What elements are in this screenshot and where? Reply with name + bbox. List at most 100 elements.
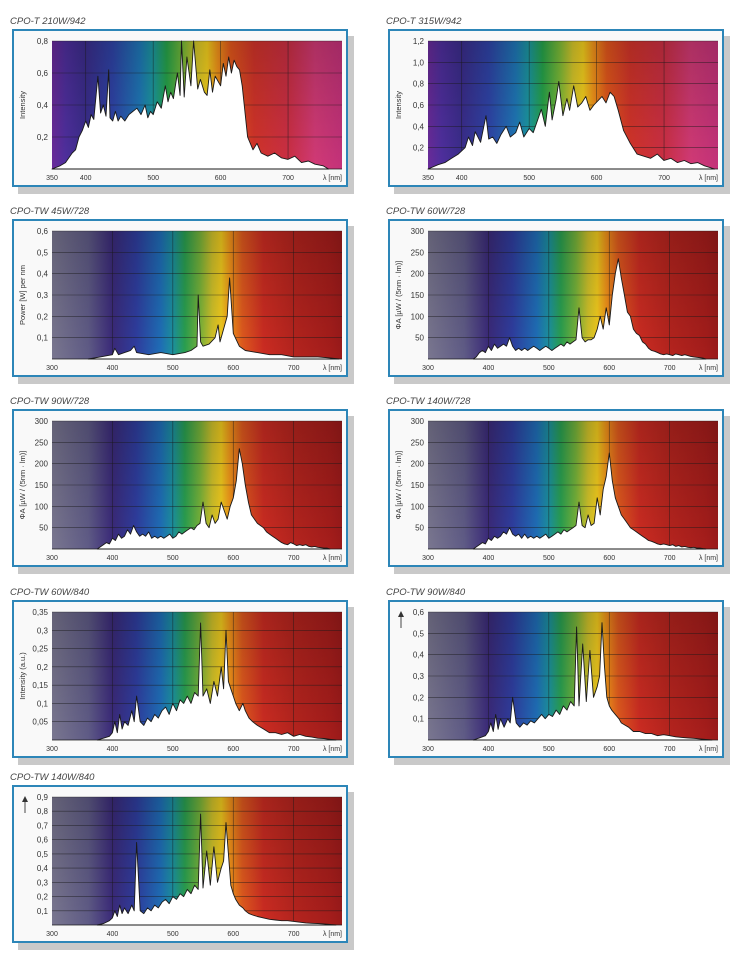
y-tick-label: 1,0 [413, 58, 425, 67]
x-tick-label: 700 [288, 555, 300, 562]
grid [428, 230, 718, 359]
chart-panel-cpo-tw-45w-728: CPO-TW 45W/728 0,1 0,2 0,3 0,4 0,5 0,6 300 400 5… [10, 206, 360, 381]
y-tick-label: 0,9 [37, 793, 49, 802]
y-tick-label: 200 [35, 460, 49, 469]
y-tick-label: 0,8 [37, 37, 49, 46]
y-axis-label: ΦA [µW / (5nm · lm)] [394, 451, 403, 520]
spectrum-chart: 0,1 0,2 0,3 0,4 0,5 0,6 300 400 500 600 700 λ [nm] [398, 608, 718, 753]
y-tick-label: 0,8 [37, 807, 49, 816]
x-tick-label: 500 [543, 555, 555, 562]
y-tick-label: 0,4 [413, 651, 425, 660]
y-tick-label: 0,2 [37, 312, 49, 321]
y-tick-label: 150 [411, 481, 425, 490]
grid [52, 420, 342, 549]
x-tick-label: 500 [167, 931, 179, 938]
x-tick-label: 600 [227, 931, 239, 938]
chart-panel-cpo-tw-60w-840: CPO-TW 60W/840 0,05 0,1 0,15 0,2 0,25 0,3 0,35… [10, 587, 360, 762]
x-axis-unit-label: λ [nm] [699, 365, 718, 372]
x-tick-label: 500 [147, 175, 159, 182]
chart-frame: 0,1 0,2 0,3 0,4 0,5 0,6 300 400 500 600 700 λ [nm] [388, 600, 724, 758]
spectrum-chart: 50 100 150 200 250 300 300 400 500 600 700 λ [nm] ΦA… [394, 227, 718, 372]
x-tick-label: 300 [422, 365, 434, 372]
chart-frame: 0,2 0,4 0,6 0,8 350 400 500 600 700 λ [nm] Intensi… [12, 29, 348, 187]
x-tick-label: 350 [46, 175, 58, 182]
y-tick-label: 0,6 [37, 836, 49, 845]
chart-frame: 50 100 150 200 250 300 300 400 500 600 700 λ [nm] ΦA… [388, 409, 724, 567]
y-axis-label: ΦA [µW / (5nm · lm)] [18, 451, 27, 520]
chart-panel-cpo-t-210w-942: CPO-T 210W/942 0,2 0,4 0,6 0,8 350 400 500 600 7… [10, 16, 360, 191]
y-tick-label: 250 [411, 248, 425, 257]
y-tick-label: 100 [411, 312, 425, 321]
y-tick-label: 0,2 [413, 693, 425, 702]
x-tick-label: 600 [227, 746, 239, 753]
y-tick-label: 0,1 [37, 699, 49, 708]
x-tick-label: 600 [227, 365, 239, 372]
y-tick-label: 0,5 [37, 248, 49, 257]
chart-caption: CPO-TW 60W/728 [386, 206, 466, 217]
x-tick-label: 700 [658, 175, 670, 182]
x-tick-label: 500 [167, 746, 179, 753]
chart-panel-cpo-tw-140w-840: CPO-TW 140W/840 0,1 0,2 0,3 0,4 0,5 0,6 0,7 0,8… [10, 772, 360, 947]
y-tick-label: 0,2 [37, 663, 49, 672]
y-tick-label: 100 [411, 502, 425, 511]
chart-caption: CPO-TW 90W/728 [10, 396, 90, 407]
y-tick-label: 0,2 [37, 133, 49, 142]
chart-panel-cpo-tw-140w-728: CPO-TW 140W/728 50 100 150 200 250 300 300 400 5… [386, 396, 736, 571]
y-tick-label: 0,1 [37, 907, 49, 916]
y-tick-label: 50 [415, 524, 424, 533]
y-tick-label: 0,6 [37, 69, 49, 78]
x-tick-label: 700 [288, 365, 300, 372]
spectrum-chart: 0,2 0,4 0,6 0,8 350 400 500 600 700 λ [nm] Intensi… [18, 37, 342, 182]
spectrum-series-area [96, 813, 337, 926]
x-tick-label: 500 [543, 365, 555, 372]
y-axis-label: ΦA [µW / (5nm · lm)] [394, 261, 403, 330]
spectrum-chart: 0,1 0,2 0,3 0,4 0,5 0,6 300 400 500 600 700 λ [nm] P… [18, 227, 342, 372]
x-tick-label: 700 [288, 746, 300, 753]
x-tick-label: 300 [46, 746, 58, 753]
spectrum-series-area [427, 81, 716, 170]
y-tick-label: 0,4 [37, 101, 49, 110]
x-tick-label: 600 [215, 175, 227, 182]
y-tick-label: 0,3 [37, 626, 49, 635]
spectrum-series-area [96, 448, 331, 550]
y-tick-label: 0,4 [37, 864, 49, 873]
grid [52, 230, 342, 359]
chart-frame: 50 100 150 200 250 300 300 400 500 600 700 λ [nm] ΦA… [388, 219, 724, 377]
chart-frame: 0,05 0,1 0,15 0,2 0,25 0,3 0,35 300 400 500 600 700… [12, 600, 348, 758]
spectrum-chart: 50 100 150 200 250 300 300 400 500 600 700 λ [nm] ΦA… [18, 417, 342, 562]
chart-frame: 0,2 0,4 0,6 0,8 1,0 1,2 350 400 500 600 700 λ [nm] I… [388, 29, 724, 187]
spectrum-series-area [51, 40, 329, 170]
spectrum-chart: 0,1 0,2 0,3 0,4 0,5 0,6 0,7 0,8 0,9 300 400 500 600 7… [22, 793, 342, 938]
x-tick-label: 300 [422, 555, 434, 562]
y-tick-label: 0,8 [413, 80, 425, 89]
y-axis-arrow-head [22, 796, 28, 802]
x-axis-unit-label: λ [nm] [323, 746, 342, 753]
x-tick-label: 700 [664, 555, 676, 562]
x-tick-label: 400 [107, 555, 119, 562]
x-axis-unit-label: λ [nm] [699, 555, 718, 562]
y-axis-label: Power [W] per nm [18, 265, 27, 325]
y-tick-label: 0,5 [413, 629, 425, 638]
x-axis-unit-label: λ [nm] [323, 175, 342, 182]
spectrum-series-area [87, 277, 340, 360]
x-tick-label: 500 [543, 746, 555, 753]
x-tick-label: 300 [46, 931, 58, 938]
y-tick-label: 200 [411, 460, 425, 469]
x-tick-label: 300 [46, 555, 58, 562]
x-tick-label: 300 [46, 365, 58, 372]
y-tick-label: 0,2 [413, 144, 425, 153]
y-tick-label: 100 [35, 502, 49, 511]
spectrum-series-area [472, 622, 713, 741]
x-tick-label: 400 [107, 365, 119, 372]
x-axis-unit-label: λ [nm] [699, 746, 718, 753]
y-tick-label: 0,25 [32, 645, 48, 654]
chart-caption: CPO-T 315W/942 [386, 16, 462, 27]
x-tick-label: 700 [288, 931, 300, 938]
y-tick-label: 0,6 [37, 227, 49, 236]
grid [428, 611, 718, 740]
y-tick-label: 300 [411, 227, 425, 236]
x-tick-label: 600 [591, 175, 603, 182]
y-tick-label: 250 [411, 438, 425, 447]
spectrum-series-area [472, 258, 707, 360]
y-tick-label: 0,4 [413, 122, 425, 131]
